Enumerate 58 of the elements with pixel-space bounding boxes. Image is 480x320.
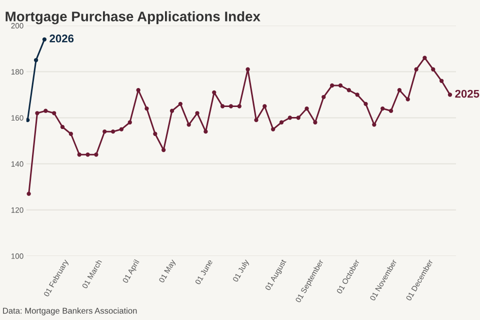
point [355,92,360,97]
point [34,58,38,62]
point [178,102,183,106]
point [60,124,65,130]
point [44,108,48,113]
point [212,90,216,94]
point [195,111,200,116]
point [406,97,410,102]
point [397,88,402,92]
point [86,152,90,157]
point [330,83,334,88]
point [346,88,351,92]
point [372,122,376,127]
series-label: 2026 [50,34,74,42]
point [254,118,258,122]
point [313,120,318,124]
point [204,130,208,134]
point [279,120,284,124]
point [42,37,47,42]
series-label: 2025 [455,90,480,98]
point [414,67,418,72]
point [186,122,191,127]
point [388,108,394,113]
point [128,120,132,124]
point [228,104,234,108]
point [136,88,140,92]
point [52,111,56,116]
point [26,118,30,122]
point [170,108,174,113]
point [271,127,276,132]
point [296,116,300,120]
point [380,106,385,111]
point [94,152,98,157]
point [220,104,225,108]
point [153,132,158,136]
point [77,152,82,157]
point [364,102,368,106]
point [304,106,309,111]
point [144,106,149,111]
point [246,67,250,72]
chart-title: Mortgage Purchase Applications Index [6,11,260,24]
point [68,132,74,136]
point [338,83,343,88]
point [439,78,444,83]
point [26,192,31,196]
point [262,104,267,108]
point [237,104,242,108]
point [322,94,326,100]
point [162,148,166,152]
point [448,92,452,97]
point [110,130,116,134]
point [422,56,427,60]
point [35,111,40,116]
text: Data: Mortgage Bankers Association [3,308,137,316]
point [431,67,436,72]
point [102,130,107,134]
point [288,116,292,120]
point [119,127,124,132]
